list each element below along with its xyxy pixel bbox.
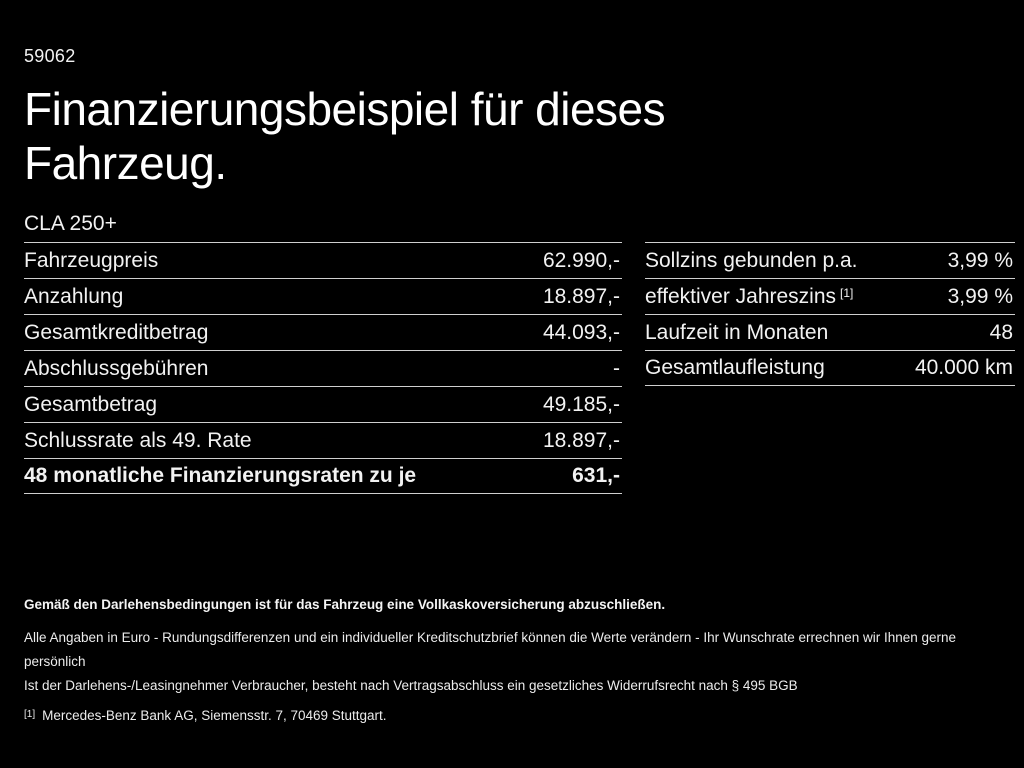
row-label: Schlussrate als 49. Rate — [24, 428, 252, 452]
page-title: Finanzierungsbeispiel für dieses Fahrzeu… — [24, 83, 666, 189]
finance-table: Fahrzeugpreis 62.990,- Anzahlung 18.897,… — [24, 242, 622, 494]
table-row-gesamtbetrag: Gesamtbetrag 49.185,- — [24, 386, 622, 422]
footnote-marker: [1] — [840, 285, 854, 300]
table-row-sollzins: Sollzins gebunden p.a. 3,99 % — [645, 242, 1015, 278]
row-value: 18.897,- — [542, 284, 620, 308]
table-row-schlussrate: Schlussrate als 49. Rate 18.897,- — [24, 422, 622, 458]
vehicle-id: 59062 — [24, 46, 76, 66]
row-label: Gesamtbetrag — [24, 392, 158, 416]
disclaimer-line-1: Alle Angaben in Euro - Rundungsdifferenz… — [24, 630, 957, 669]
model-name: CLA 250+ — [24, 212, 117, 235]
row-label-text: effektiver Jahreszins — [645, 284, 837, 308]
row-label: Fahrzeugpreis — [24, 248, 159, 272]
row-label: Gesamtlaufleistung — [645, 356, 825, 379]
row-value: 18.897,- — [542, 428, 620, 452]
row-label: Anzahlung — [24, 284, 124, 308]
row-value: 40.000 km — [914, 356, 1013, 379]
row-value: 62.990,- — [542, 248, 620, 272]
insurance-note: Gemäß den Darlehensbedingungen ist für d… — [24, 597, 666, 612]
table-row-abschlussgebuehren: Abschlussgebühren - — [24, 350, 622, 386]
conditions-table: Sollzins gebunden p.a. 3,99 % effektiver… — [645, 242, 1015, 386]
footnote-text: Mercedes-Benz Bank AG, Siemensstr. 7, 70… — [42, 708, 387, 723]
row-value: - — [613, 356, 620, 380]
row-value: 48 — [989, 320, 1013, 344]
table-row-effektiver-jahreszins: effektiver Jahreszins [1] 3,99 % — [645, 278, 1015, 314]
row-label: Sollzins gebunden p.a. — [645, 248, 858, 272]
row-value: 49.185,- — [542, 392, 620, 416]
table-row-anzahlung: Anzahlung 18.897,- — [24, 278, 622, 314]
table-row-laufzeit: Laufzeit in Monaten 48 — [645, 314, 1015, 350]
legal-footer: Gemäß den Darlehensbedingungen ist für d… — [24, 597, 1004, 723]
table-row-gesamtkreditbetrag: Gesamtkreditbetrag 44.093,- — [24, 314, 622, 350]
row-label: Laufzeit in Monaten — [645, 320, 829, 344]
disclaimer-line-2: Ist der Darlehens-/Leasingnehmer Verbrau… — [24, 678, 798, 693]
row-label: Gesamtkreditbetrag — [24, 320, 209, 344]
row-value: 3,99 % — [947, 248, 1013, 272]
table-row-gesamtlaufleistung: Gesamtlaufleistung 40.000 km — [645, 350, 1015, 386]
row-label: effektiver Jahreszins [1] — [645, 285, 853, 309]
table-row-monatsrate: 48 monatliche Finanzierungsraten zu je 6… — [24, 458, 622, 494]
table-row-fahrzeugpreis: Fahrzeugpreis 62.990,- — [24, 242, 622, 278]
row-value: 631,- — [572, 464, 620, 487]
row-value: 3,99 % — [947, 284, 1013, 308]
row-value: 44.093,- — [542, 320, 620, 344]
footnote-marker: [1] — [24, 709, 36, 720]
row-label: Abschlussgebühren — [24, 356, 209, 380]
row-label: 48 monatliche Finanzierungsraten zu je — [24, 464, 417, 487]
bank-footnote: [1] Mercedes-Benz Bank AG, Siemensstr. 7,… — [24, 708, 1004, 723]
